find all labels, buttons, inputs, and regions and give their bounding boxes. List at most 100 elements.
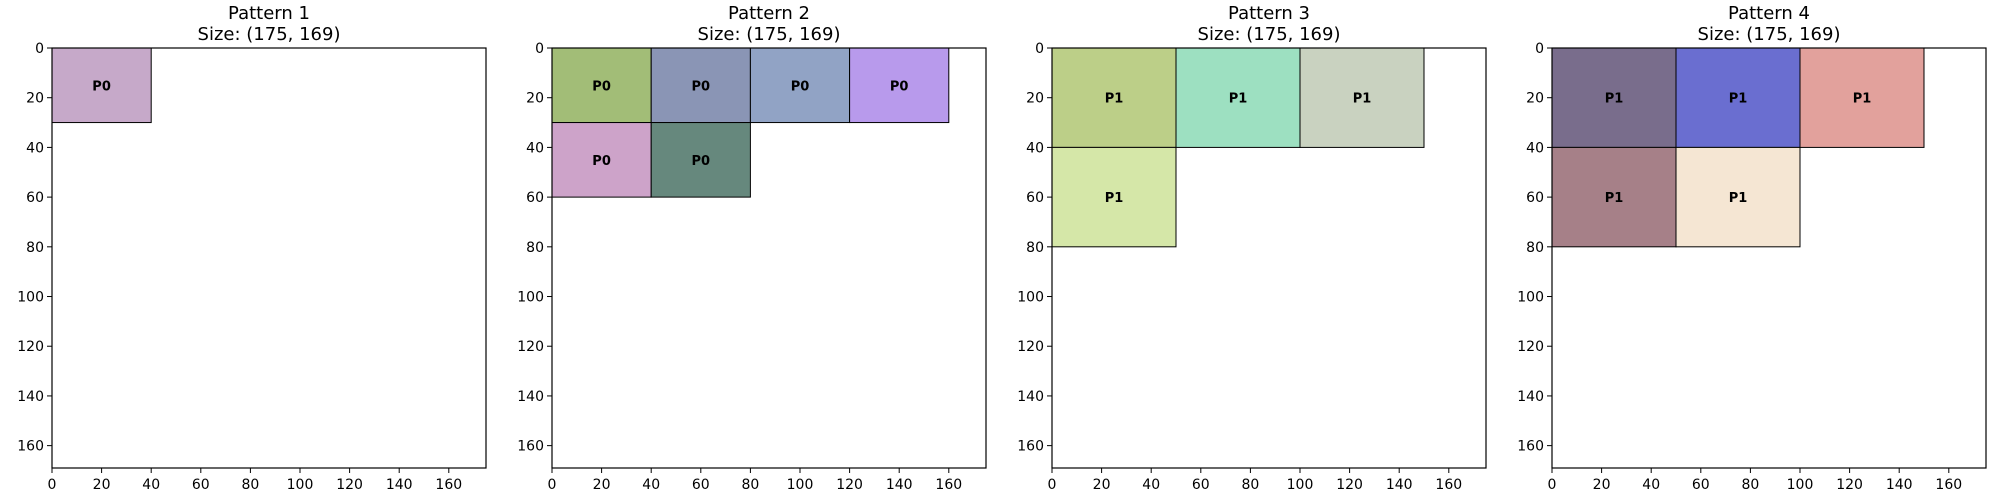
x-tick-label: 160 (435, 477, 462, 493)
y-tick-label: 80 (526, 240, 544, 256)
y-tick-label: 120 (17, 339, 44, 355)
y-tick-label: 60 (526, 190, 544, 206)
y-tick-label: 100 (17, 290, 44, 306)
x-tick-label: 80 (741, 477, 759, 493)
x-tick-label: 100 (287, 477, 314, 493)
y-tick-label: 60 (26, 190, 44, 206)
x-tick-label: 60 (1192, 477, 1210, 493)
pattern-rect (1675, 146, 1801, 248)
y-tick-label: 160 (517, 439, 544, 455)
pattern-rect (1051, 47, 1177, 148)
y-tick-label: 120 (1017, 339, 1044, 355)
pattern-rect (1299, 47, 1425, 148)
y-tick-label: 140 (1517, 389, 1544, 405)
panel-title: Pattern 3 (1228, 3, 1310, 24)
x-tick-label: 140 (386, 477, 413, 493)
pattern-rect-label: P0 (692, 154, 711, 169)
y-tick-label: 60 (1026, 190, 1044, 206)
y-tick-label: 0 (535, 41, 544, 57)
x-tick-label: 80 (241, 477, 259, 493)
y-tick-label: 100 (517, 290, 544, 306)
x-tick-label: 160 (1935, 477, 1962, 493)
pattern-rect (551, 122, 652, 198)
pattern-rect-label: P0 (692, 79, 711, 94)
panel-subtitle: Size: (175, 169) (1698, 24, 1841, 45)
x-tick-label: 20 (93, 477, 111, 493)
x-tick-label: 140 (1886, 477, 1913, 493)
x-tick-label: 0 (1048, 477, 1057, 493)
y-tick-label: 20 (1026, 91, 1044, 107)
panel-title: Pattern 2 (728, 3, 810, 24)
x-tick-label: 0 (548, 477, 557, 493)
pattern-rect (1051, 146, 1177, 248)
x-tick-label: 40 (1142, 477, 1160, 493)
axes-frame (551, 47, 987, 469)
x-tick-label: 20 (1093, 477, 1111, 493)
y-tick-label: 40 (1526, 140, 1544, 156)
panel-subtitle: Size: (175, 169) (698, 24, 841, 45)
x-tick-label: 160 (1435, 477, 1462, 493)
y-tick-label: 160 (17, 439, 44, 455)
pattern-rect (849, 47, 950, 124)
y-tick-label: 80 (26, 240, 44, 256)
x-tick-label: 140 (886, 477, 913, 493)
pattern-rect (551, 47, 652, 124)
y-tick-label: 160 (1017, 439, 1044, 455)
y-tick-label: 60 (1526, 190, 1544, 206)
x-tick-label: 100 (787, 477, 814, 493)
pattern-rect-label: P0 (791, 79, 810, 94)
x-tick-label: 20 (1593, 477, 1611, 493)
pattern-rect (1799, 47, 1925, 148)
pattern-rect (749, 47, 851, 124)
y-tick-label: 120 (1517, 339, 1544, 355)
y-tick-label: 40 (1026, 140, 1044, 156)
y-tick-label: 40 (26, 140, 44, 156)
y-tick-label: 40 (526, 140, 544, 156)
x-tick-label: 40 (142, 477, 160, 493)
panel-subtitle: Size: (175, 169) (1198, 24, 1341, 45)
pattern-rect-label: P0 (592, 154, 611, 169)
pattern-rect (51, 47, 152, 124)
y-tick-label: 160 (1517, 439, 1544, 455)
panel-title: Pattern 4 (1728, 3, 1810, 24)
pattern-rect-label: P1 (1353, 92, 1372, 107)
x-tick-label: 0 (48, 477, 57, 493)
x-tick-label: 100 (1787, 477, 1814, 493)
pattern-rect (1675, 47, 1801, 148)
x-tick-label: 120 (1836, 477, 1863, 493)
y-tick-label: 100 (1017, 290, 1044, 306)
y-tick-label: 140 (1017, 389, 1044, 405)
x-tick-label: 20 (593, 477, 611, 493)
pattern-rect-label: P1 (1729, 191, 1748, 206)
y-tick-label: 100 (1517, 290, 1544, 306)
pattern-rect-label: P0 (592, 79, 611, 94)
panel-title: Pattern 1 (228, 3, 310, 24)
y-tick-label: 120 (517, 339, 544, 355)
x-tick-label: 80 (1741, 477, 1759, 493)
x-tick-label: 120 (1336, 477, 1363, 493)
pattern-rect (650, 47, 751, 124)
pattern-rect-label: P1 (1729, 92, 1748, 107)
y-tick-label: 20 (26, 91, 44, 107)
y-tick-label: 0 (1535, 41, 1544, 57)
axes-frame (1551, 47, 1987, 469)
x-tick-label: 60 (1692, 477, 1710, 493)
axes-frame (51, 47, 487, 469)
x-tick-label: 160 (935, 477, 962, 493)
x-tick-label: 100 (1287, 477, 1314, 493)
x-tick-label: 120 (836, 477, 863, 493)
x-tick-label: 40 (642, 477, 660, 493)
x-tick-label: 140 (1386, 477, 1413, 493)
x-tick-label: 60 (692, 477, 710, 493)
y-tick-label: 80 (1026, 240, 1044, 256)
x-tick-label: 80 (1241, 477, 1259, 493)
y-tick-label: 140 (517, 389, 544, 405)
pattern-rect-label: P1 (1105, 92, 1124, 107)
x-tick-label: 40 (1642, 477, 1660, 493)
y-tick-label: 20 (1526, 91, 1544, 107)
